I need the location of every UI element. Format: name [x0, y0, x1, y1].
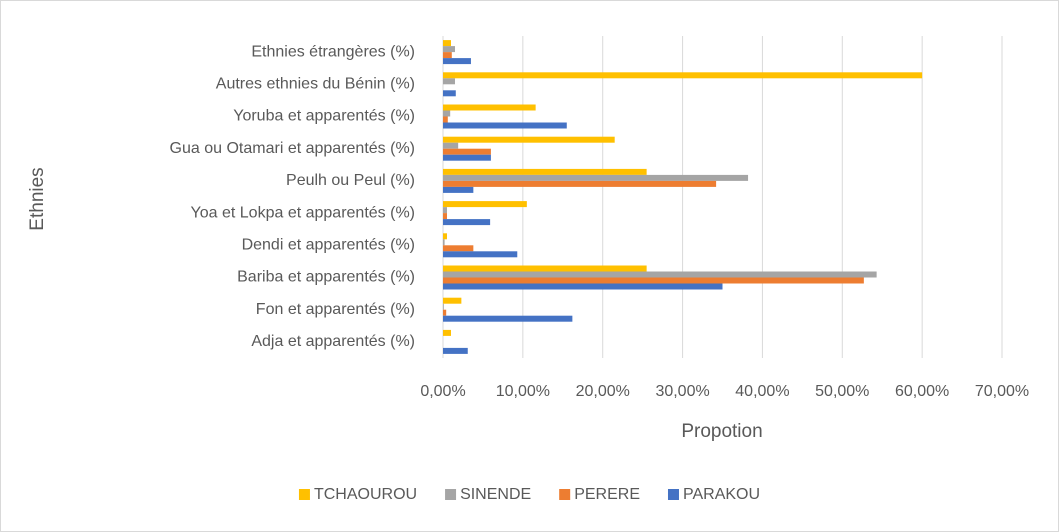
y-tick-label: Yoa et Lokpa et apparentés (%) — [191, 204, 415, 221]
bar — [443, 329, 451, 336]
x-tick-label: 30,00% — [655, 383, 709, 400]
bar — [443, 251, 518, 258]
legend-swatch — [667, 489, 679, 500]
bar — [443, 271, 877, 278]
bar — [443, 347, 468, 354]
bar — [443, 168, 647, 175]
x-tick-label: 20,00% — [576, 383, 630, 400]
y-tick-label: Autres ethnies du Bénin (%) — [216, 76, 415, 93]
y-tick-label: Bariba et apparentés (%) — [237, 269, 415, 286]
bar — [443, 201, 527, 208]
bar — [443, 122, 567, 129]
bar — [443, 52, 452, 59]
bar — [443, 180, 717, 187]
bar — [443, 309, 447, 316]
bar — [443, 90, 456, 97]
legend-label: PERERE — [574, 486, 640, 503]
bar — [443, 297, 462, 304]
legend-swatch — [298, 489, 310, 500]
x-tick-label: 70,00% — [975, 383, 1029, 400]
y-tick-label: Ethnies étrangères (%) — [251, 43, 415, 60]
y-tick-label: Fon et apparentés (%) — [256, 301, 415, 318]
y-tick-label: Peulh ou Peul (%) — [286, 172, 415, 189]
bar — [443, 265, 647, 272]
bar — [443, 239, 445, 246]
bar — [443, 303, 444, 310]
legend-label: PARAKOU — [683, 486, 760, 503]
bar — [443, 213, 447, 220]
x-tick-label: 0,00% — [420, 383, 465, 400]
bar — [443, 283, 723, 290]
x-axis-title: Propotion — [681, 421, 762, 442]
bar — [443, 148, 491, 155]
y-tick-label: Gua ou Otamari et apparentés (%) — [170, 140, 415, 157]
bar — [443, 46, 455, 53]
bar — [443, 78, 455, 85]
y-tick-label: Dendi et apparentés (%) — [242, 237, 415, 254]
bar — [443, 154, 491, 161]
legend-label: SINENDE — [460, 486, 531, 503]
bar — [443, 58, 471, 65]
bar — [443, 72, 923, 79]
bar — [443, 142, 459, 149]
bar — [443, 110, 451, 117]
legend-swatch — [559, 489, 571, 500]
bar — [443, 207, 447, 214]
bar — [443, 219, 491, 226]
y-tick-label: Yoruba et apparentés (%) — [233, 108, 415, 125]
bar — [443, 186, 474, 193]
bar — [443, 40, 451, 47]
legend-swatch — [445, 489, 457, 500]
bar — [443, 104, 536, 111]
bar — [443, 277, 864, 284]
bar — [443, 245, 474, 252]
y-tick-label: Adja et apparentés (%) — [251, 333, 415, 350]
bar — [443, 315, 573, 322]
x-tick-label: 50,00% — [815, 383, 869, 400]
x-tick-label: 60,00% — [895, 383, 949, 400]
y-axis-title: Ethnies — [27, 167, 48, 230]
bar — [443, 233, 447, 240]
bar — [443, 116, 448, 123]
x-tick-label: 10,00% — [496, 383, 550, 400]
x-tick-label: 40,00% — [735, 383, 789, 400]
legend-label: TCHAOUROU — [314, 486, 417, 503]
bar — [443, 174, 749, 181]
bar — [443, 136, 615, 143]
